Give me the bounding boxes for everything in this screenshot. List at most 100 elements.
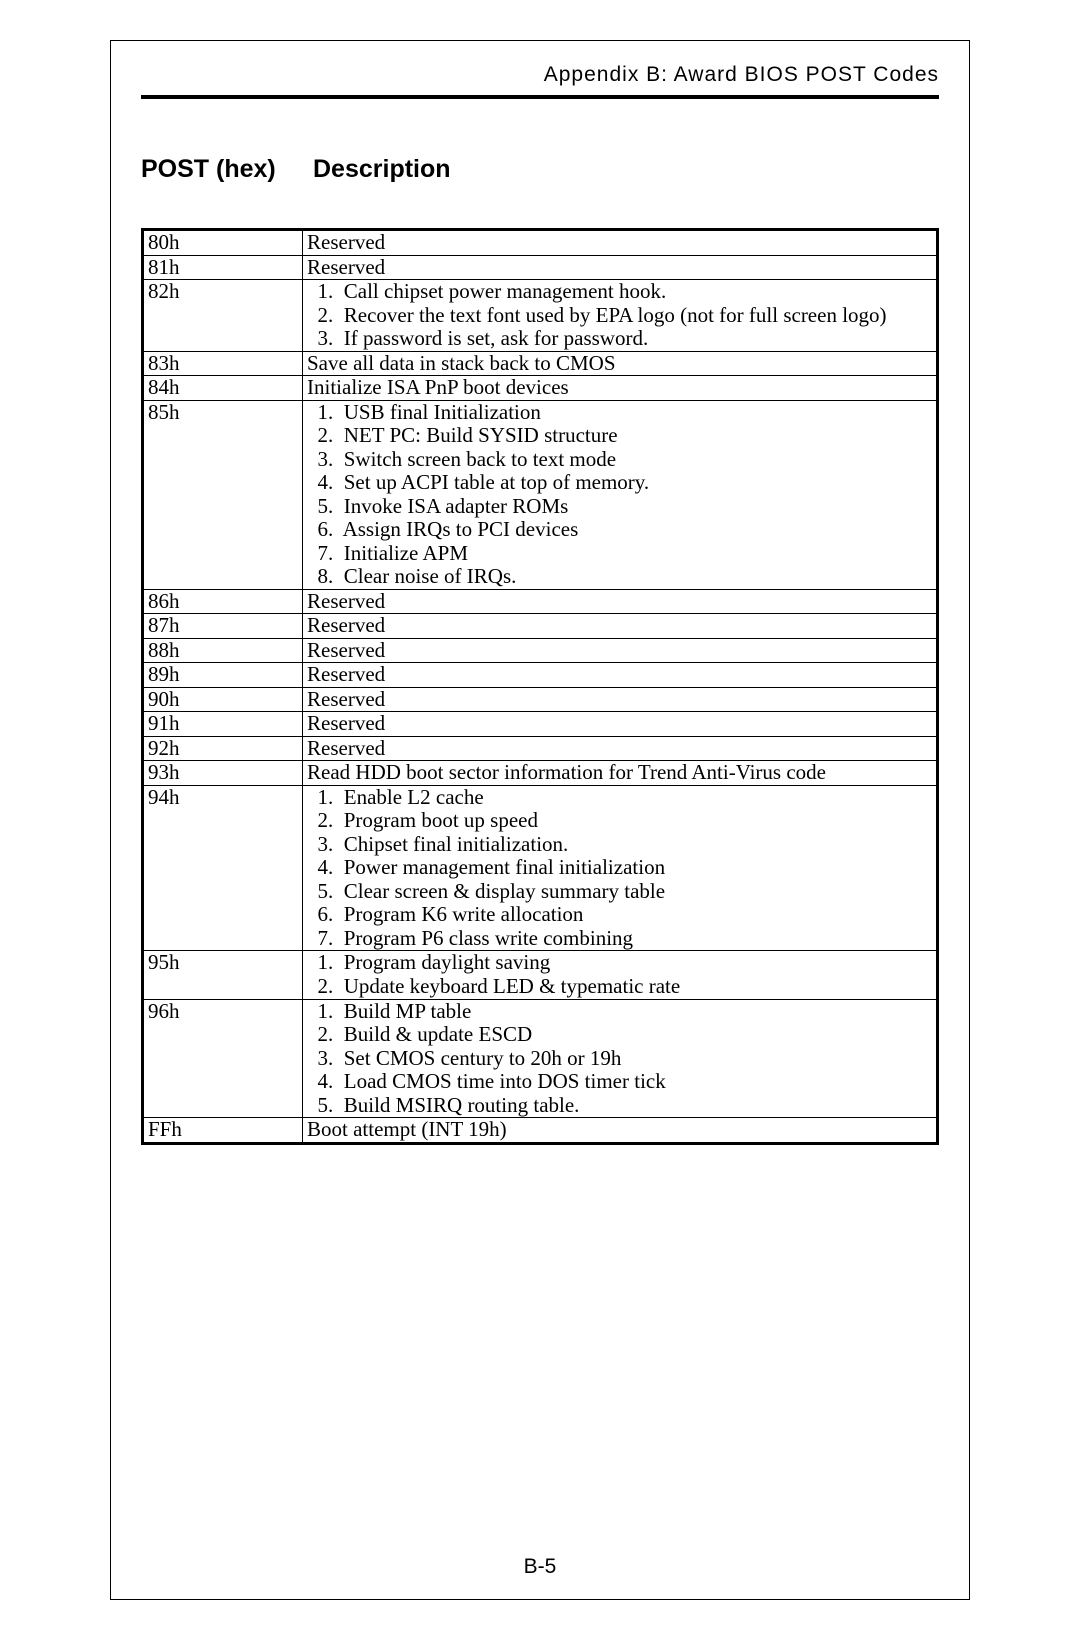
table-row: 84hInitialize ISA PnP boot devices <box>143 376 938 401</box>
post-code-cell: 80h <box>143 230 303 256</box>
header-rule <box>141 95 939 99</box>
desc-line: 1. Build MP table <box>307 1000 932 1024</box>
post-code-cell: 82h <box>143 280 303 352</box>
desc-line: Reserved <box>307 712 932 736</box>
table-row: 92hReserved <box>143 736 938 761</box>
post-code-cell: 84h <box>143 376 303 401</box>
desc-line: 1. Call chipset power management hook. <box>307 280 932 304</box>
desc-line: Reserved <box>307 639 932 663</box>
table-row: 82h 1. Call chipset power management hoo… <box>143 280 938 352</box>
post-code-cell: 91h <box>143 712 303 737</box>
post-desc-cell: Reserved <box>303 614 938 639</box>
post-desc-cell: 1. USB final Initialization 2. NET PC: B… <box>303 400 938 589</box>
post-code-cell: FFh <box>143 1118 303 1144</box>
desc-line: Reserved <box>307 688 932 712</box>
table-row: FFhBoot attempt (INT 19h) <box>143 1118 938 1144</box>
table-row: 86hReserved <box>143 589 938 614</box>
desc-line: 1. Program daylight saving <box>307 951 932 975</box>
post-desc-cell: 1. Build MP table 2. Build & update ESCD… <box>303 999 938 1118</box>
post-code-cell: 96h <box>143 999 303 1118</box>
post-desc-cell: Save all data in stack back to CMOS <box>303 351 938 376</box>
desc-line: Read HDD boot sector information for Tre… <box>307 761 932 785</box>
post-code-cell: 83h <box>143 351 303 376</box>
post-desc-cell: Reserved <box>303 736 938 761</box>
post-code-cell: 94h <box>143 785 303 951</box>
table-row: 85h 1. USB final Initialization 2. NET P… <box>143 400 938 589</box>
running-header: Appendix B: Award BIOS POST Codes <box>141 63 939 95</box>
desc-line: 6. Assign IRQs to PCI devices <box>307 518 932 542</box>
post-desc-cell: 1. Enable L2 cache 2. Program boot up sp… <box>303 785 938 951</box>
desc-line: Reserved <box>307 614 932 638</box>
desc-line: 2. Recover the text font used by EPA log… <box>307 304 932 328</box>
desc-line: 3. Chipset final initialization. <box>307 833 932 857</box>
desc-line: 1. Enable L2 cache <box>307 786 932 810</box>
desc-line: 7. Program P6 class write combining <box>307 927 932 951</box>
desc-line: 2. Program boot up speed <box>307 809 932 833</box>
post-desc-cell: 1. Call chipset power management hook. 2… <box>303 280 938 352</box>
table-row: 80hReserved <box>143 230 938 256</box>
desc-line: Reserved <box>307 256 932 280</box>
table-row: 89hReserved <box>143 663 938 688</box>
desc-line: 5. Invoke ISA adapter ROMs <box>307 495 932 519</box>
table-row: 83hSave all data in stack back to CMOS <box>143 351 938 376</box>
col-header-desc: Description <box>313 155 939 184</box>
desc-line: 3. Set CMOS century to 20h or 19h <box>307 1047 932 1071</box>
desc-line: Reserved <box>307 737 932 761</box>
desc-line: Boot attempt (INT 19h) <box>307 1118 932 1142</box>
post-desc-cell: Initialize ISA PnP boot devices <box>303 376 938 401</box>
col-header-code: POST (hex) <box>141 155 313 184</box>
desc-line: 5. Clear screen & display summary table <box>307 880 932 904</box>
table-row: 91hReserved <box>143 712 938 737</box>
post-desc-cell: Reserved <box>303 255 938 280</box>
post-desc-cell: 1. Program daylight saving 2. Update key… <box>303 951 938 999</box>
desc-line: 2. Build & update ESCD <box>307 1023 932 1047</box>
desc-line: Initialize ISA PnP boot devices <box>307 376 932 400</box>
desc-line: 3. Switch screen back to text mode <box>307 448 932 472</box>
desc-line: 4. Set up ACPI table at top of memory. <box>307 471 932 495</box>
post-code-cell: 90h <box>143 687 303 712</box>
desc-line: 4. Load CMOS time into DOS timer tick <box>307 1070 932 1094</box>
post-desc-cell: Reserved <box>303 589 938 614</box>
page-number: B-5 <box>111 1555 969 1579</box>
desc-line: 5. Build MSIRQ routing table. <box>307 1094 932 1118</box>
post-desc-cell: Reserved <box>303 638 938 663</box>
post-code-cell: 81h <box>143 255 303 280</box>
post-desc-cell: Read HDD boot sector information for Tre… <box>303 761 938 786</box>
post-code-cell: 87h <box>143 614 303 639</box>
desc-line: 4. Power management final initialization <box>307 856 932 880</box>
table-row: 81hReserved <box>143 255 938 280</box>
post-code-cell: 93h <box>143 761 303 786</box>
desc-line: 6. Program K6 write allocation <box>307 903 932 927</box>
desc-line: Reserved <box>307 231 932 255</box>
desc-line: 7. Initialize APM <box>307 542 932 566</box>
desc-line: 1. USB final Initialization <box>307 401 932 425</box>
post-desc-cell: Reserved <box>303 687 938 712</box>
table-row: 94h 1. Enable L2 cache 2. Program boot u… <box>143 785 938 951</box>
post-codes-table: 80hReserved81hReserved82h 1. Call chipse… <box>141 228 939 1145</box>
desc-line: 2. NET PC: Build SYSID structure <box>307 424 932 448</box>
table-row: 88hReserved <box>143 638 938 663</box>
table-row: 95h 1. Program daylight saving 2. Update… <box>143 951 938 999</box>
table-row: 93hRead HDD boot sector information for … <box>143 761 938 786</box>
desc-line: Reserved <box>307 663 932 687</box>
post-desc-cell: Reserved <box>303 230 938 256</box>
desc-line: 3. If password is set, ask for password. <box>307 327 932 351</box>
post-code-cell: 89h <box>143 663 303 688</box>
desc-line: Save all data in stack back to CMOS <box>307 352 932 376</box>
page-frame: Appendix B: Award BIOS POST Codes POST (… <box>110 40 970 1600</box>
post-desc-cell: Reserved <box>303 663 938 688</box>
post-code-cell: 85h <box>143 400 303 589</box>
table-row: 87hReserved <box>143 614 938 639</box>
post-code-cell: 95h <box>143 951 303 999</box>
column-headers: POST (hex) Description <box>141 155 939 184</box>
table-row: 90hReserved <box>143 687 938 712</box>
post-desc-cell: Reserved <box>303 712 938 737</box>
desc-line: 8. Clear noise of IRQs. <box>307 565 932 589</box>
table-row: 96h 1. Build MP table 2. Build & update … <box>143 999 938 1118</box>
post-code-cell: 88h <box>143 638 303 663</box>
post-desc-cell: Boot attempt (INT 19h) <box>303 1118 938 1144</box>
post-code-cell: 92h <box>143 736 303 761</box>
post-code-cell: 86h <box>143 589 303 614</box>
desc-line: Reserved <box>307 590 932 614</box>
desc-line: 2. Update keyboard LED & typematic rate <box>307 975 932 999</box>
